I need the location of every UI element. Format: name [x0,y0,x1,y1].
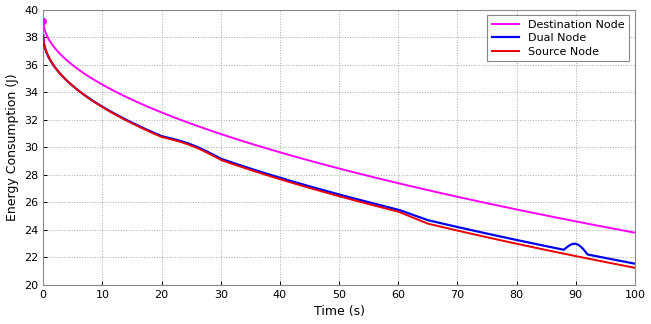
Dual Node [39,34,47,38]
Line: Dual Node: Dual Node [43,36,635,264]
Y-axis label: Energy Consumption (J): Energy Consumption (J) [6,74,19,221]
Dual Node [631,262,639,266]
Source Node [501,239,508,243]
Destination Node [512,207,519,211]
Line: Source Node: Source Node [43,35,635,268]
Dual Node [100,106,107,110]
Source Node [631,266,639,270]
X-axis label: Time (s): Time (s) [314,306,365,318]
Source Node [300,184,308,188]
Destination Node [39,19,47,23]
Destination Node [631,231,639,235]
Dual Node [512,238,519,242]
Destination Node [279,151,286,155]
Destination Node [501,205,508,209]
Line: Destination Node: Destination Node [43,21,635,233]
Legend: Destination Node, Dual Node, Source Node: Destination Node, Dual Node, Source Node [487,15,630,61]
Destination Node [446,193,454,197]
Destination Node [100,83,107,87]
Dual Node [279,177,286,180]
Dual Node [300,183,308,187]
Source Node [39,33,47,37]
Source Node [279,178,286,182]
Source Node [446,227,454,231]
Source Node [100,106,107,110]
Dual Node [501,236,508,239]
Source Node [512,241,519,245]
Destination Node [300,157,308,161]
Dual Node [446,223,454,227]
